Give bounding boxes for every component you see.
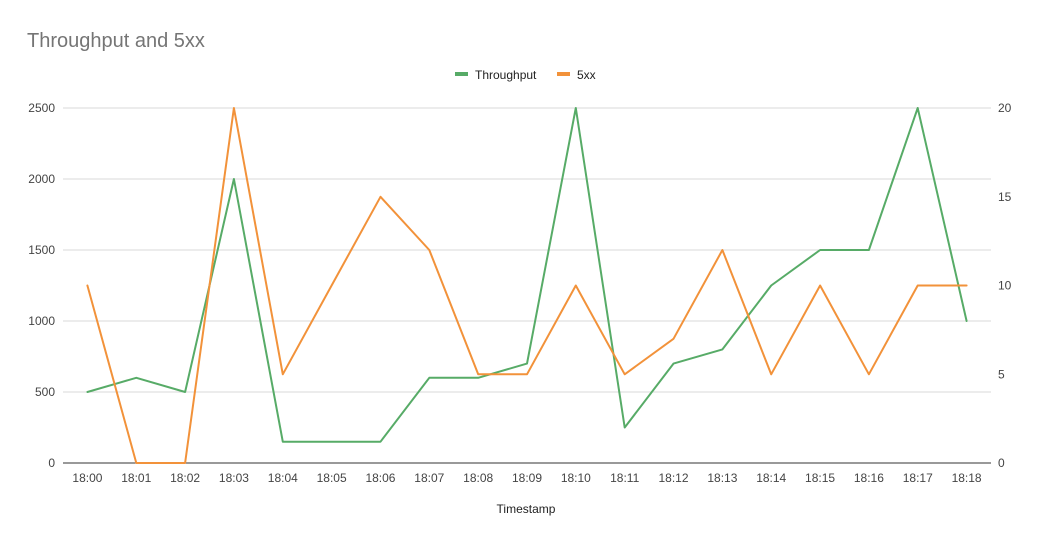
x-axis-tick-label: 18:16 [854, 471, 884, 485]
legend-swatch-5xx [557, 72, 570, 76]
series-lines [86, 107, 968, 464]
series-line-throughput [86, 107, 968, 443]
y-axis-left-ticks: 0 500 1000 1500 2000 2500 [28, 101, 55, 470]
y-axis-right-tick-label: 5 [998, 367, 1005, 381]
x-axis-tick-label: 18:04 [268, 471, 298, 485]
series-line-5xx [86, 107, 968, 464]
legend: Throughput 5xx [455, 68, 596, 82]
y-axis-right-ticks: 0 5 10 15 20 [998, 101, 1012, 470]
y-axis-left-tick-label: 1500 [28, 243, 55, 257]
x-axis-tick-label: 18:12 [659, 471, 689, 485]
gridlines [63, 107, 991, 464]
y-axis-left-tick-label: 1000 [28, 314, 55, 328]
x-axis-tick-label: 18:03 [219, 471, 249, 485]
legend-swatch-throughput [455, 72, 468, 76]
y-axis-right-tick-label: 10 [998, 279, 1012, 293]
x-axis-tick-label: 18:17 [903, 471, 933, 485]
x-axis-tick-label: 18:18 [952, 471, 982, 485]
x-axis-tick-label: 18:15 [805, 471, 835, 485]
x-axis-tick-label: 18:02 [170, 471, 200, 485]
chart-title: Throughput and 5xx [27, 30, 205, 52]
y-axis-left-tick-label: 2000 [28, 172, 55, 186]
x-axis-tick-label: 18:10 [561, 471, 591, 485]
legend-label-throughput: Throughput [475, 68, 537, 82]
x-axis-tick-label: 18:06 [365, 471, 395, 485]
x-axis-tick-label: 18:11 [610, 471, 639, 485]
y-axis-left-tick-label: 500 [35, 385, 55, 399]
x-axis-tick-label: 18:09 [512, 471, 542, 485]
y-axis-left-tick-label: 0 [48, 456, 55, 470]
x-axis-title: Timestamp [497, 502, 556, 516]
x-axis-tick-label: 18:13 [707, 471, 737, 485]
y-axis-right-tick-label: 20 [998, 101, 1012, 115]
x-axis-tick-label: 18:05 [317, 471, 347, 485]
y-axis-left-tick-label: 2500 [28, 101, 55, 115]
x-axis-tick-label: 18:14 [756, 471, 786, 485]
y-axis-right-tick-label: 0 [998, 456, 1005, 470]
x-axis-tick-label: 18:01 [121, 471, 151, 485]
x-axis-tick-label: 18:00 [72, 471, 102, 485]
y-axis-right-tick-label: 15 [998, 190, 1012, 204]
x-axis-tick-label: 18:07 [414, 471, 444, 485]
legend-label-5xx: 5xx [577, 68, 596, 82]
x-axis-ticks: 18:00 18:01 18:02 18:03 18:04 18:05 18:06 18:07… [72, 471, 982, 485]
x-axis-tick-label: 18:08 [463, 471, 493, 485]
